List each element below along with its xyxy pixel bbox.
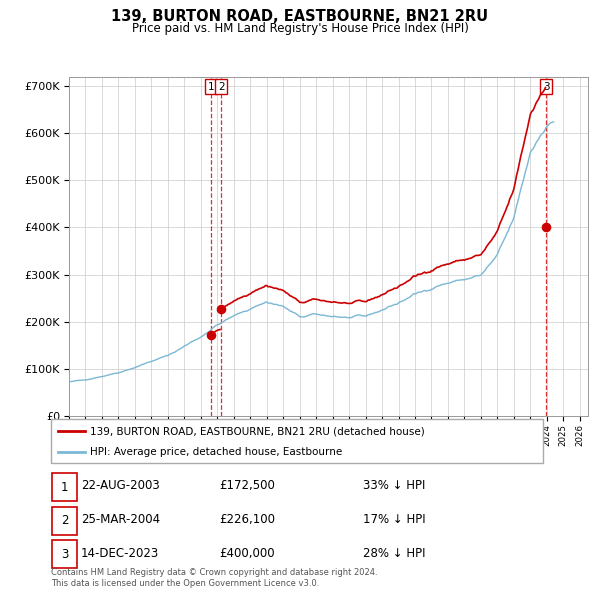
Point xyxy=(216,304,226,314)
Text: £226,100: £226,100 xyxy=(219,513,275,526)
FancyBboxPatch shape xyxy=(51,419,543,463)
Text: 1: 1 xyxy=(61,480,68,494)
Text: 25-MAR-2004: 25-MAR-2004 xyxy=(81,513,160,526)
Text: 1: 1 xyxy=(208,82,215,92)
Text: 14-DEC-2023: 14-DEC-2023 xyxy=(81,546,159,560)
Text: Price paid vs. HM Land Registry's House Price Index (HPI): Price paid vs. HM Land Registry's House … xyxy=(131,22,469,35)
Text: 33% ↓ HPI: 33% ↓ HPI xyxy=(363,479,425,493)
Text: 28% ↓ HPI: 28% ↓ HPI xyxy=(363,546,425,560)
Text: 22-AUG-2003: 22-AUG-2003 xyxy=(81,479,160,493)
Text: 139, BURTON ROAD, EASTBOURNE, BN21 2RU (detached house): 139, BURTON ROAD, EASTBOURNE, BN21 2RU (… xyxy=(91,427,425,436)
Text: Contains HM Land Registry data © Crown copyright and database right 2024.
This d: Contains HM Land Registry data © Crown c… xyxy=(51,568,377,588)
Text: £400,000: £400,000 xyxy=(219,546,275,560)
Text: 17% ↓ HPI: 17% ↓ HPI xyxy=(363,513,425,526)
Text: 3: 3 xyxy=(542,82,549,92)
Text: 3: 3 xyxy=(61,548,68,561)
Text: 2: 2 xyxy=(218,82,224,92)
Text: £172,500: £172,500 xyxy=(219,479,275,493)
Point xyxy=(541,223,551,232)
Point xyxy=(206,330,216,339)
Text: 139, BURTON ROAD, EASTBOURNE, BN21 2RU: 139, BURTON ROAD, EASTBOURNE, BN21 2RU xyxy=(112,9,488,24)
Text: HPI: Average price, detached house, Eastbourne: HPI: Average price, detached house, East… xyxy=(91,447,343,457)
Text: 2: 2 xyxy=(61,514,68,527)
